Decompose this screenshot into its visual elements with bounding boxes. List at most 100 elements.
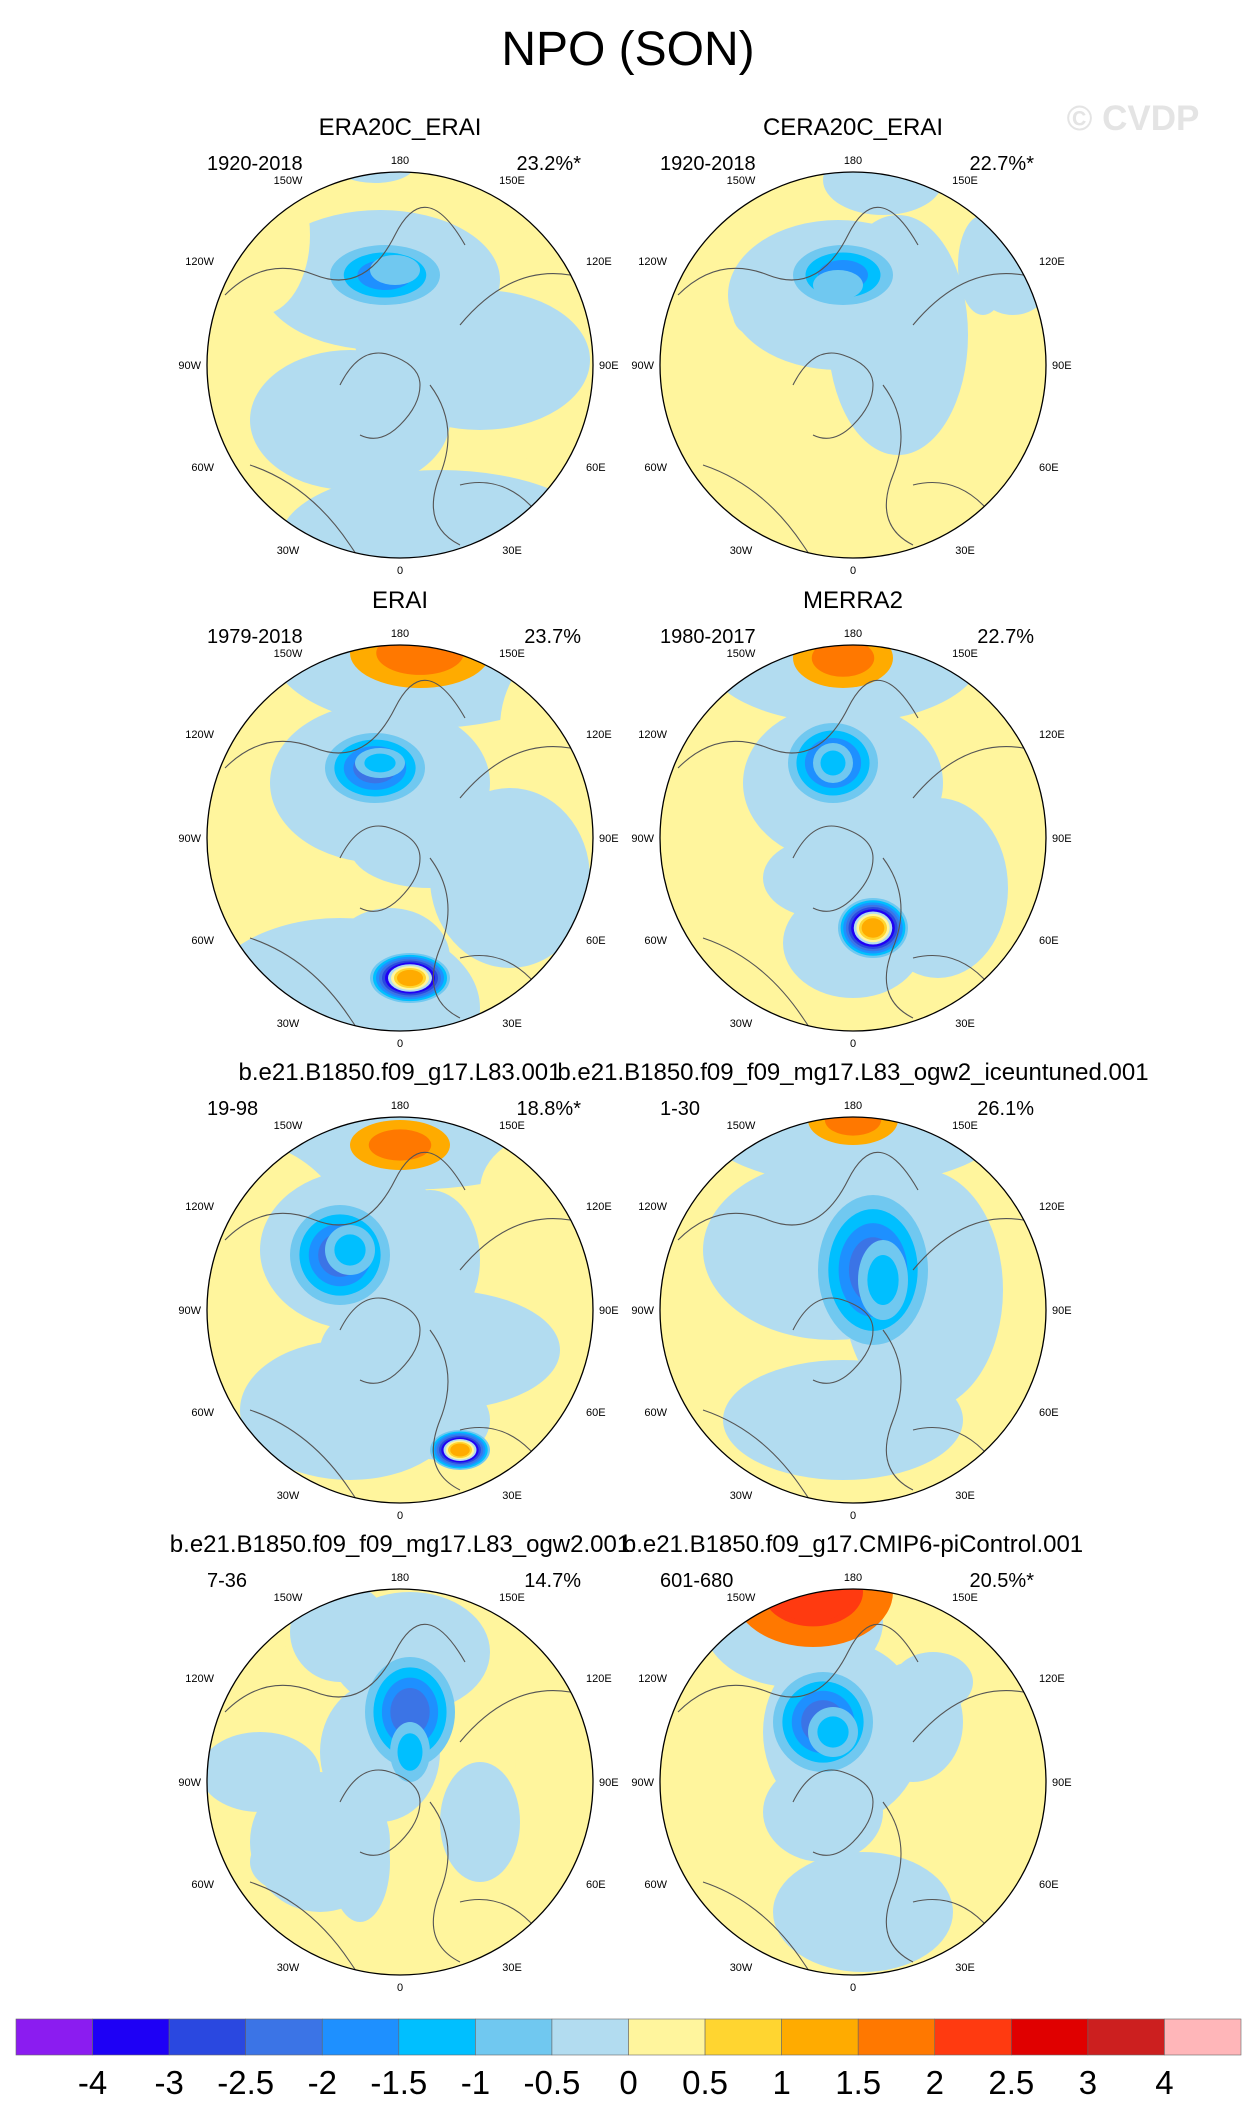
coastline <box>459 1690 593 1743</box>
coastline <box>912 1218 1046 1271</box>
positive-anomaly-core <box>450 1443 470 1457</box>
anomaly-contour <box>370 290 590 430</box>
longitude-label: 120E <box>586 256 612 268</box>
panel-percent-variance: 18.8%* <box>517 1098 582 1120</box>
coastline <box>702 1409 864 1503</box>
coastline <box>882 1329 914 1491</box>
panel-years: 1980-2017 <box>660 626 756 648</box>
colorbar-label: 0 <box>619 2064 637 2101</box>
colorbar-swatch <box>934 2018 1012 2056</box>
negative-anomaly-core <box>364 753 396 773</box>
longitude-label: 150E <box>499 1120 525 1132</box>
anomaly-contour <box>330 1802 390 1922</box>
figure-title: NPO (SON) <box>501 23 754 76</box>
coastline <box>677 206 919 296</box>
longitude-label: 60W <box>191 935 214 947</box>
anomaly-contour <box>330 1592 490 1712</box>
longitude-label: 150W <box>727 648 756 660</box>
colorbar-swatch <box>321 2018 400 2056</box>
longitude-label: 150W <box>727 1592 756 1604</box>
longitude-label: 150E <box>499 175 525 187</box>
longitude-label: 150W <box>727 175 756 187</box>
longitude-label: 60E <box>586 1879 606 1891</box>
longitude-label: 120W <box>185 1201 214 1213</box>
longitude-label: 0 <box>397 1510 403 1522</box>
coastline <box>882 384 914 546</box>
longitude-label: 60E <box>1039 1407 1059 1419</box>
map-border <box>206 1588 594 1976</box>
longitude-label: 60E <box>586 935 606 947</box>
longitude-label: 30E <box>955 1490 975 1502</box>
panel-percent-variance: 20.5%* <box>970 1570 1035 1592</box>
coastline <box>792 352 874 439</box>
panel-years: 1920-2018 <box>207 153 303 175</box>
coastline <box>702 1881 864 1975</box>
longitude-label: 180 <box>391 1572 409 1584</box>
longitude-label: 60E <box>1039 1879 1059 1891</box>
anomaly-contour <box>793 1410 853 1450</box>
negative-anomaly-core <box>334 1234 366 1266</box>
coastline <box>912 746 1046 799</box>
map-border <box>206 171 594 559</box>
colorbar-swatch <box>1011 2018 1089 2056</box>
longitude-label: 150W <box>727 1120 756 1132</box>
longitude-label: 120W <box>185 1673 214 1685</box>
longitude-label: 150E <box>952 1120 978 1132</box>
colorbar-label: -2 <box>308 2064 337 2101</box>
panel-percent-variance: 23.2%* <box>517 153 582 175</box>
longitude-label: 90W <box>178 1777 201 1789</box>
anomaly-contour <box>350 808 510 888</box>
longitude-label: 180 <box>844 628 862 640</box>
map-border <box>659 171 1047 559</box>
coastline <box>677 679 919 769</box>
colorbar-swatch <box>245 2018 323 2056</box>
colorbar-label: 3 <box>1079 2064 1097 2101</box>
coastline <box>339 1769 421 1856</box>
longitude-label: 120W <box>185 256 214 268</box>
anomaly-contour <box>380 1190 480 1330</box>
longitude-label: 90W <box>178 1305 201 1317</box>
longitude-label: 60W <box>644 462 667 474</box>
colorbar-label: 1 <box>772 2064 790 2101</box>
longitude-label: 120E <box>1039 729 1065 741</box>
colorbar-label: -4 <box>78 2064 107 2101</box>
panel-title: b.e21.B1850.f09_g17.L83.001 <box>239 1059 562 1086</box>
anomaly-contour <box>280 470 593 558</box>
panel-title: MERRA2 <box>803 587 903 614</box>
anomaly-contour <box>773 1852 953 1972</box>
longitude-label: 30W <box>277 1490 300 1502</box>
coastline <box>459 273 593 326</box>
map-panel: 180 150W 150E 120W 120E 90W 90E 60W 60E 30W 30E 0 ER… <box>178 587 618 1050</box>
colorbar-swatch <box>628 2018 706 2056</box>
longitude-label: 90W <box>631 833 654 845</box>
longitude-label: 30E <box>955 545 975 557</box>
panel-years: 601-680 <box>660 1570 733 1592</box>
anomaly-contour <box>660 688 793 908</box>
longitude-label: 60W <box>644 1879 667 1891</box>
map-panel: 180 150W 150E 120W 120E 90W 90E 60W 60E 30W 30E 0 CE… <box>631 114 1071 577</box>
longitude-label: 90E <box>1052 1305 1072 1317</box>
longitude-label: 0 <box>850 1982 856 1994</box>
longitude-label: 90E <box>1052 1777 1072 1789</box>
longitude-label: 60W <box>644 1407 667 1419</box>
longitude-label: 60W <box>191 1407 214 1419</box>
colorbar-swatch <box>704 2018 782 2056</box>
panel-title: ERAI <box>372 587 428 614</box>
coastline <box>249 1409 411 1503</box>
panel-title: b.e21.B1850.f09_f09_mg17.L83_ogw2_iceunt… <box>557 1059 1148 1086</box>
positive-anomaly-core <box>368 1129 432 1161</box>
colorbar-label: -0.5 <box>524 2064 581 2101</box>
longitude-label: 120W <box>638 1201 667 1213</box>
positive-anomaly-core <box>376 645 464 675</box>
negative-anomaly-core <box>820 750 846 776</box>
map-border <box>206 1116 594 1504</box>
longitude-label: 30W <box>730 545 753 557</box>
longitude-label: 60E <box>586 462 606 474</box>
panel-title: b.e21.B1850.f09_g17.CMIP6-piControl.001 <box>623 1531 1083 1558</box>
colorbar: -4 -3 -2.5 -2 -1.5 -1 -0.5 0 0.5 1 1.5 2 2.5 3 4 <box>15 2018 1242 2101</box>
positive-anomaly-core <box>811 645 875 677</box>
longitude-label: 30E <box>955 1018 975 1030</box>
longitude-label: 150W <box>274 1592 303 1604</box>
longitude-label: 150E <box>499 1592 525 1604</box>
